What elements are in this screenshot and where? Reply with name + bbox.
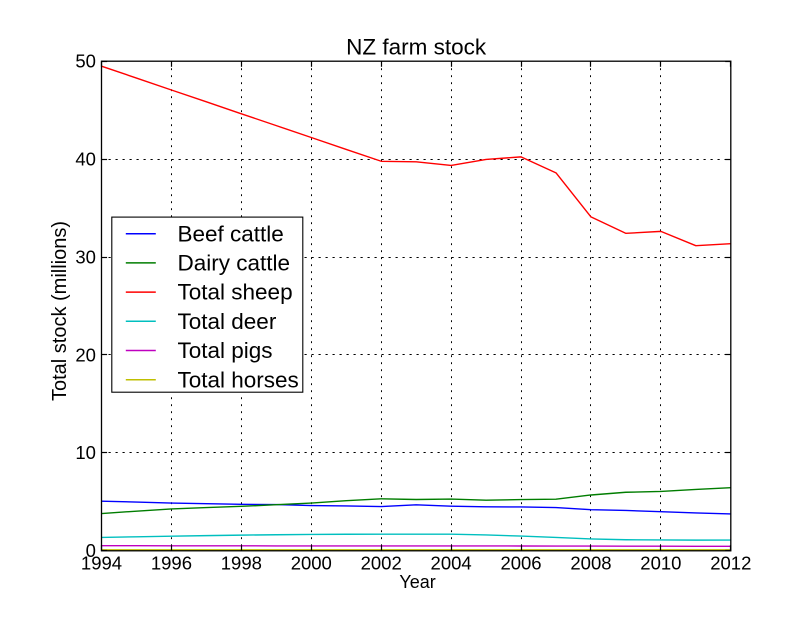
svg-text:1998: 1998 <box>221 552 262 573</box>
svg-text:40: 40 <box>75 148 96 169</box>
svg-text:1996: 1996 <box>151 552 192 573</box>
svg-text:2006: 2006 <box>500 552 541 573</box>
svg-text:2000: 2000 <box>291 552 332 573</box>
svg-text:Total deer: Total deer <box>178 309 277 334</box>
svg-text:Total horses: Total horses <box>178 367 299 392</box>
svg-text:2008: 2008 <box>570 552 611 573</box>
svg-text:Beef cattle: Beef cattle <box>178 221 284 246</box>
svg-text:2010: 2010 <box>640 552 681 573</box>
svg-text:Total sheep: Total sheep <box>178 280 293 305</box>
svg-text:Total pigs: Total pigs <box>178 338 273 363</box>
svg-text:10: 10 <box>75 442 96 463</box>
svg-text:50: 50 <box>75 51 96 72</box>
svg-text:Dairy cattle: Dairy cattle <box>178 251 291 276</box>
svg-text:2002: 2002 <box>361 552 402 573</box>
svg-text:Total stock (millions): Total stock (millions) <box>49 221 71 401</box>
svg-text:1994: 1994 <box>81 552 122 573</box>
svg-text:30: 30 <box>75 246 96 267</box>
svg-text:20: 20 <box>75 344 96 365</box>
svg-text:2004: 2004 <box>431 552 472 573</box>
svg-text:0: 0 <box>86 540 96 561</box>
svg-text:2012: 2012 <box>710 552 751 573</box>
svg-text:NZ farm stock: NZ farm stock <box>346 34 487 59</box>
svg-text:Year: Year <box>399 572 435 592</box>
